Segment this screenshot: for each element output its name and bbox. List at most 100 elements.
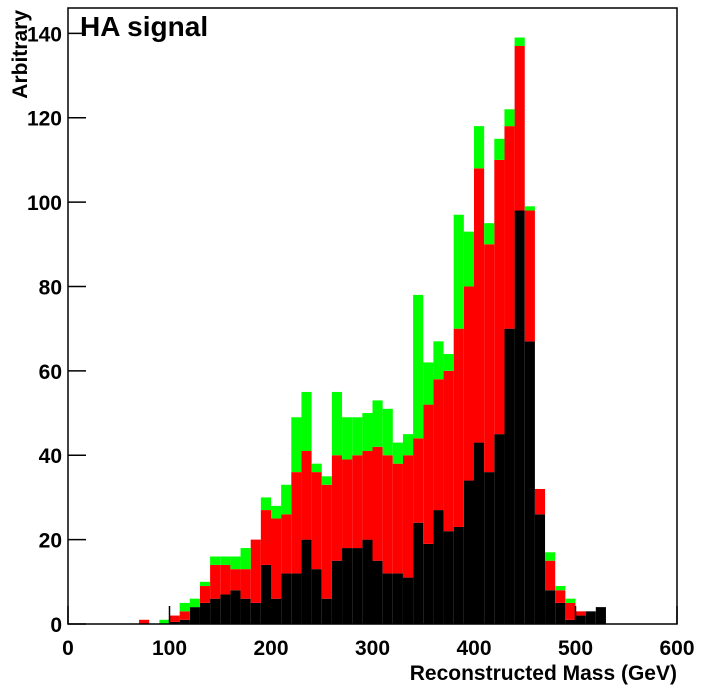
bar bbox=[545, 560, 556, 591]
y-tick-label: 20 bbox=[39, 530, 62, 553]
bar bbox=[575, 615, 586, 624]
bar bbox=[169, 621, 180, 624]
x-tick-label: 200 bbox=[253, 637, 288, 660]
bar bbox=[372, 400, 383, 447]
bar bbox=[494, 138, 505, 160]
bar bbox=[504, 328, 515, 624]
bar bbox=[240, 598, 251, 624]
bar bbox=[382, 455, 393, 574]
bar bbox=[463, 286, 474, 481]
bar bbox=[453, 328, 464, 527]
bar bbox=[504, 109, 515, 127]
bar bbox=[504, 126, 515, 329]
x-tick-label: 600 bbox=[659, 637, 694, 660]
bar bbox=[534, 488, 546, 515]
bar bbox=[382, 573, 393, 624]
bar bbox=[453, 214, 464, 329]
y-tick-label: 80 bbox=[39, 276, 62, 299]
bar bbox=[484, 472, 495, 624]
bar bbox=[423, 404, 434, 544]
bar bbox=[585, 611, 596, 624]
y-tick-label: 0 bbox=[50, 614, 62, 637]
bar bbox=[301, 391, 312, 452]
bar bbox=[342, 459, 353, 549]
bar bbox=[352, 417, 363, 456]
bar bbox=[281, 514, 292, 574]
bar bbox=[199, 586, 211, 603]
bar bbox=[352, 548, 363, 624]
bar bbox=[545, 590, 556, 624]
bar bbox=[199, 602, 211, 624]
bar bbox=[433, 379, 444, 511]
bar bbox=[453, 526, 464, 624]
bar bbox=[169, 615, 180, 622]
bar bbox=[301, 539, 312, 624]
bar bbox=[372, 446, 383, 561]
bar bbox=[220, 564, 231, 595]
bar bbox=[565, 598, 576, 603]
bar bbox=[179, 602, 190, 612]
bar bbox=[413, 438, 424, 523]
bar bbox=[311, 463, 322, 473]
bar bbox=[230, 569, 241, 591]
bar bbox=[230, 590, 241, 624]
bar bbox=[413, 522, 424, 624]
bar bbox=[260, 497, 271, 511]
bar bbox=[423, 362, 434, 405]
bar bbox=[474, 126, 485, 169]
bar bbox=[372, 560, 383, 624]
x-tick-label: 300 bbox=[355, 637, 390, 660]
bar bbox=[514, 37, 525, 46]
title-box bbox=[70, 9, 246, 43]
bar bbox=[392, 442, 403, 464]
bars bbox=[139, 37, 606, 624]
bar bbox=[463, 480, 474, 624]
bar bbox=[575, 611, 586, 616]
bar bbox=[392, 463, 403, 574]
bar bbox=[443, 531, 454, 624]
bar bbox=[402, 434, 414, 456]
x-axis-label: Reconstructed Mass (GeV) bbox=[410, 662, 677, 685]
bar bbox=[362, 413, 373, 452]
y-tick-label: 40 bbox=[39, 445, 62, 468]
bar bbox=[494, 434, 505, 624]
bar bbox=[321, 484, 332, 599]
bar bbox=[311, 569, 322, 624]
bar bbox=[555, 586, 566, 591]
bar bbox=[220, 556, 231, 565]
bar bbox=[189, 598, 200, 608]
bar bbox=[291, 472, 302, 574]
bar bbox=[159, 619, 170, 624]
bar bbox=[179, 611, 190, 620]
bar bbox=[443, 370, 454, 532]
y-tick-label: 60 bbox=[39, 361, 62, 384]
bar bbox=[565, 602, 576, 620]
x-tick-label: 400 bbox=[456, 637, 491, 660]
bar bbox=[220, 594, 231, 624]
y-tick-label: 120 bbox=[27, 108, 62, 131]
bar bbox=[514, 210, 525, 624]
bar bbox=[189, 607, 200, 624]
bar bbox=[240, 548, 251, 570]
bar bbox=[484, 244, 495, 473]
y-axis-label: Arbitrary bbox=[9, 10, 32, 99]
bar bbox=[524, 341, 535, 624]
bar bbox=[362, 451, 373, 540]
bar bbox=[474, 442, 485, 624]
bar bbox=[595, 607, 606, 624]
x-tick-label: 100 bbox=[152, 637, 187, 660]
bar bbox=[179, 619, 190, 624]
bar bbox=[271, 598, 282, 624]
bar bbox=[281, 484, 292, 515]
bar bbox=[565, 619, 576, 624]
bar bbox=[331, 455, 343, 561]
bar bbox=[342, 548, 353, 624]
bar bbox=[524, 206, 535, 211]
bar bbox=[534, 514, 546, 624]
bar bbox=[484, 223, 495, 245]
bar bbox=[250, 539, 261, 603]
x-tick-label: 0 bbox=[62, 637, 74, 660]
x-tick-label: 500 bbox=[558, 637, 593, 660]
y-tick-label: 100 bbox=[27, 192, 62, 215]
